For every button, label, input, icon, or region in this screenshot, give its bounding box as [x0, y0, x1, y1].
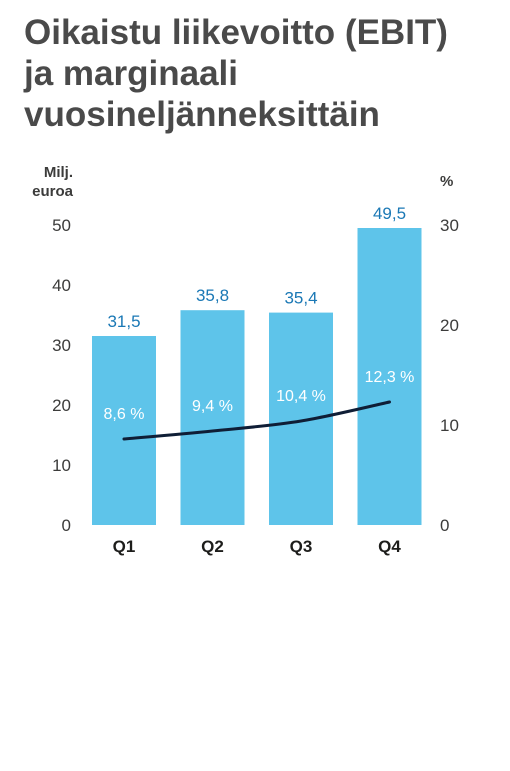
bar-value-label: 31,5: [107, 312, 140, 331]
left-axis-tick: 10: [52, 456, 71, 475]
category-label: Q3: [290, 537, 313, 556]
bar: [269, 312, 333, 525]
right-axis-tick: 20: [440, 316, 459, 335]
title-line-1: Oikaistu liikevoitto (EBIT): [24, 13, 448, 52]
bar: [180, 310, 245, 525]
right-axis-unit: %: [440, 173, 453, 190]
margin-value-label: 12,3 %: [365, 369, 415, 386]
bar: [92, 336, 156, 525]
bar: [357, 228, 422, 525]
left-axis-unit-line-2: euroa: [32, 183, 74, 200]
left-axis-tick: 50: [52, 216, 71, 235]
left-axis-tick: 40: [52, 276, 71, 295]
left-axis-unit-line-1: Milj.: [44, 164, 73, 181]
margin-line: [122, 400, 391, 441]
bar-value-label: 49,5: [373, 204, 406, 223]
bar-value-label: 35,8: [196, 286, 229, 305]
right-axis-tick: 0: [440, 516, 449, 535]
right-axis-tick: 10: [440, 416, 459, 435]
left-axis-tick: 0: [62, 516, 71, 535]
margin-value-label: 8,6 %: [104, 406, 145, 423]
right-axis-tick: 30: [440, 216, 459, 235]
title-line-2: ja marginaali: [24, 54, 238, 93]
bar-value-label: 35,4: [284, 289, 317, 308]
margin-value-label: 10,4 %: [276, 388, 326, 405]
left-axis-tick: 20: [52, 396, 71, 415]
margin-value-label: 9,4 %: [192, 398, 233, 415]
chart-marks: 0 10 20 30 40 50 0 10 20 30 31,5 Q1 35,8 Q2 35,4 Q3 49,5…: [52, 204, 459, 556]
category-label: Q1: [113, 537, 136, 556]
chart-title: Oikaistu liikevoitto (EBIT) ja marginaal…: [24, 12, 494, 135]
title-line-3: vuosineljänneksittäin: [24, 95, 380, 134]
category-label: Q2: [201, 537, 224, 556]
category-label: Q4: [378, 537, 401, 556]
left-axis-tick: 30: [52, 336, 71, 355]
